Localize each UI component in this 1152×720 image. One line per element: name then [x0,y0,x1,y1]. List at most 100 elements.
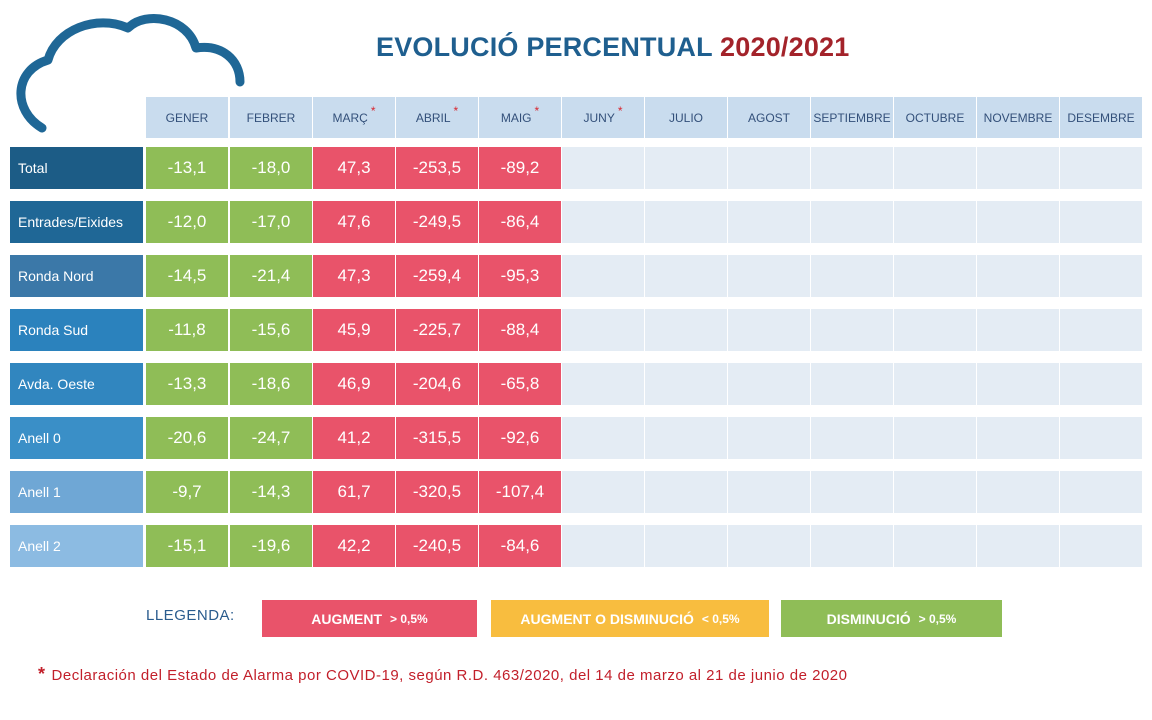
table-cell: -86,4 [479,201,561,243]
table-cell: -88,4 [479,309,561,351]
table-cell-empty [562,201,644,243]
row-label: Anell 2 [10,525,143,567]
table-cell: -11,8 [146,309,228,351]
table-cell-empty [562,363,644,405]
header-month: JUNY * [562,97,644,138]
header-month-label: OCTUBRE [905,110,965,125]
header-month: AGOST [728,97,810,138]
table-cell-empty [811,471,893,513]
header-month-label: DESEMBRE [1067,110,1135,125]
table-cell-empty [977,417,1059,459]
legend-text: AUGMENT O DISMINUCIÓ [520,610,694,627]
table-cell: -89,2 [479,147,561,189]
table-cell: -259,4 [396,255,478,297]
table-cell-empty [894,363,976,405]
legend-text: DISMINUCIÓ [826,610,911,627]
table-cell-empty [977,309,1059,351]
row-label: Anell 1 [10,471,143,513]
table-cell: -95,3 [479,255,561,297]
legend-label: LLEGENDA: [146,607,235,624]
table-cell: -15,6 [230,309,312,351]
table-cell: -65,8 [479,363,561,405]
title-year: 2020/2021 [720,32,850,62]
table-cell: -18,6 [230,363,312,405]
table-cell: -13,1 [146,147,228,189]
table-cell: -92,6 [479,417,561,459]
table-cell-empty [562,147,644,189]
table-cell-empty [1060,525,1142,567]
table-cell-empty [811,417,893,459]
table-cell: -315,5 [396,417,478,459]
row-label: Ronda Sud [10,309,143,351]
table-cell-empty [894,201,976,243]
table-cell-empty [645,363,727,405]
table-cell-empty [645,147,727,189]
table-cell-empty [645,525,727,567]
table-cell-empty [977,363,1059,405]
table-cell-empty [728,417,810,459]
asterisk-icon: * [617,103,623,118]
footnote-star: * [38,664,46,684]
table-cell-empty [645,417,727,459]
row-label: Ronda Nord [10,255,143,297]
header-month-label: JUNY [583,110,615,125]
table-cell-empty [645,201,727,243]
legend-note: < 0,5% [701,611,740,626]
table-cell-empty [811,201,893,243]
table-cell: -253,5 [396,147,478,189]
table-cell: -84,6 [479,525,561,567]
table-cell: -17,0 [230,201,312,243]
table-cell-empty [894,525,976,567]
table-cell-empty [894,255,976,297]
table-cell-empty [562,309,644,351]
table-cell: -14,5 [146,255,228,297]
legend-decrease: DISMINUCIÓ > 0,5% [781,600,1002,637]
row-label: Anell 0 [10,417,143,459]
table-cell-empty [728,147,810,189]
table-cell-empty [728,255,810,297]
table-cell: -20,6 [146,417,228,459]
table-cell-empty [977,471,1059,513]
table-cell-empty [894,147,976,189]
table-cell: 47,3 [313,255,395,297]
table-cell: -12,0 [146,201,228,243]
table-cell-empty [645,255,727,297]
table-cell: -249,5 [396,201,478,243]
table-cell-empty [1060,309,1142,351]
table-cell: -15,1 [146,525,228,567]
table-cell: -13,3 [146,363,228,405]
header-month-label: MAIG [500,110,532,125]
row-label: Total [10,147,143,189]
header-month-label: AGOST [747,110,790,125]
table-cell: 45,9 [313,309,395,351]
table-cell-empty [562,417,644,459]
table-cell-empty [977,147,1059,189]
table-cell-empty [562,255,644,297]
table-cell-empty [728,201,810,243]
table-cell-empty [811,255,893,297]
legend-note: > 0,5% [390,611,428,626]
cloud-icon [16,14,245,133]
table-cell-empty [728,471,810,513]
row-label: Avda. Oeste [10,363,143,405]
table-cell: 42,2 [313,525,395,567]
header-month-label: NOVEMBRE [983,110,1053,125]
table-cell-empty [811,147,893,189]
table-cell: 47,3 [313,147,395,189]
table-cell: -21,4 [230,255,312,297]
table-cell-empty [1060,147,1142,189]
table-cell-empty [562,525,644,567]
table-cell: -225,7 [396,309,478,351]
table-cell-empty [1060,471,1142,513]
header-month: JULIO [645,97,727,138]
header-month: OCTUBRE [894,97,976,138]
table-cell: -9,7 [146,471,228,513]
footnote: * Declaración del Estado de Alarma por CO… [38,664,847,685]
table-cell-empty [728,363,810,405]
legend-note: > 0,5% [918,611,957,626]
header-month: MAIG * [479,97,561,138]
table-cell: -240,5 [396,525,478,567]
footnote-text: Declaración del Estado de Alarma por COV… [51,667,848,684]
table-cell-empty [728,309,810,351]
table-cell: -24,7 [230,417,312,459]
